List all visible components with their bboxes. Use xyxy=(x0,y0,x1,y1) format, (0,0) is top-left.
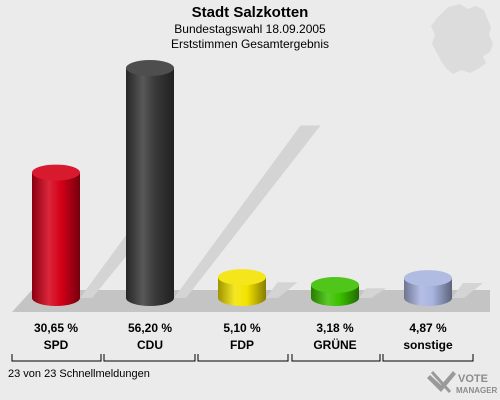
footer-reports: 23 von 23 Schnellmeldungen xyxy=(8,368,150,380)
bar-base xyxy=(311,290,359,306)
bar-grüne xyxy=(311,276,387,306)
bar-shadow xyxy=(359,288,387,298)
logo-word-manager: MANAGER xyxy=(456,386,498,395)
value-label-grüne: 3,18 % xyxy=(316,321,354,335)
category-bracket xyxy=(291,354,381,362)
value-label-cdu: 56,20 % xyxy=(128,321,172,335)
value-label-sonstige: 4,87 % xyxy=(409,321,447,335)
germany-map-icon xyxy=(431,4,493,74)
bar-base xyxy=(126,290,174,306)
bar-cdu xyxy=(126,60,321,306)
bar-body xyxy=(32,172,80,298)
bar-top xyxy=(404,270,452,287)
labels: 30,65 % SPD 56,20 % CDU 5,10 % FDP 3,18 % GRÜNE… xyxy=(11,321,474,362)
bar-top xyxy=(218,269,266,286)
value-label-spd: 30,65 % xyxy=(34,321,78,335)
cross-icon xyxy=(430,370,452,394)
checkmark-icon xyxy=(427,371,456,392)
category-bracket xyxy=(382,354,474,362)
germany-map-shape xyxy=(431,4,493,74)
category-bracket xyxy=(11,354,102,362)
category-label-fdp: FDP xyxy=(230,338,254,352)
bar-top xyxy=(311,276,359,293)
bar-shadow xyxy=(174,125,321,298)
category-label-sonstige: sonstige xyxy=(403,338,453,352)
bar-shadow xyxy=(266,282,298,298)
chart-title: Stadt Salzkotten xyxy=(191,4,309,21)
bar-base xyxy=(404,290,452,306)
bar-base xyxy=(32,290,80,306)
bar-shadow xyxy=(452,283,483,298)
chart-subtitle-election: Bundestagswahl 18.09.2005 xyxy=(174,22,326,36)
bar-top xyxy=(126,60,174,76)
category-label-cdu: CDU xyxy=(137,338,163,352)
chart-subtitle-result: Erststimmen Gesamtergebnis xyxy=(170,37,330,51)
category-bracket xyxy=(197,354,289,362)
logo-word-vote: VOTE xyxy=(458,373,488,385)
value-label-fdp: 5,10 % xyxy=(223,321,261,335)
bar-fdp xyxy=(218,269,298,306)
category-bracket xyxy=(103,354,196,362)
bars xyxy=(32,60,483,306)
bar-top xyxy=(32,164,80,181)
bar-base xyxy=(218,290,266,306)
bar-sonstige xyxy=(404,270,483,306)
category-label-spd: SPD xyxy=(44,338,69,352)
bar-body xyxy=(126,68,174,298)
category-label-grüne: GRÜNE xyxy=(313,337,356,352)
